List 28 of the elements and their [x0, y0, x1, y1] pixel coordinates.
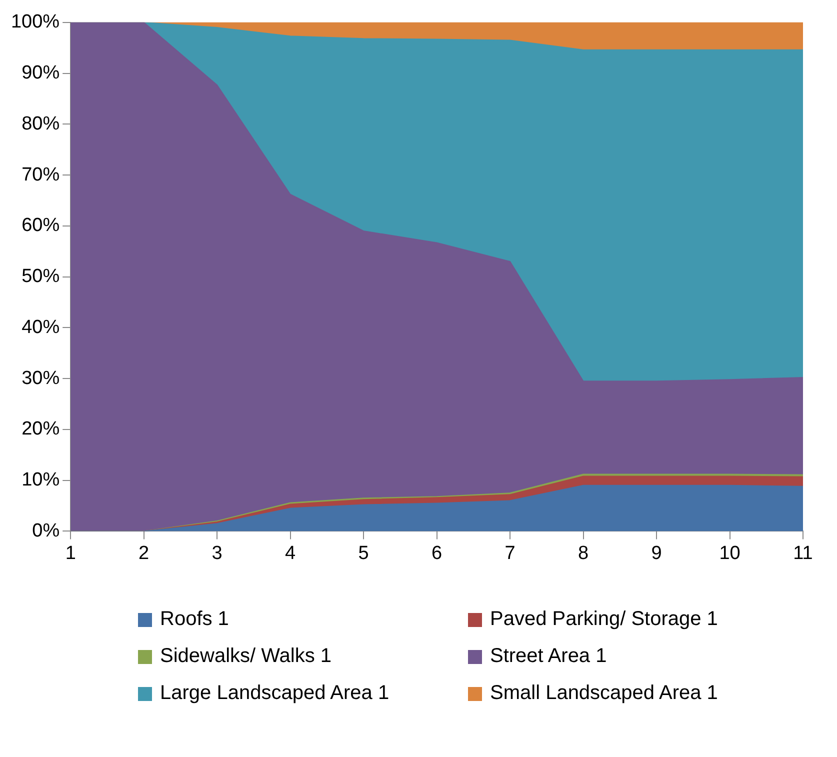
y-tick-label: 70%: [22, 164, 60, 186]
y-tick-label: 40%: [22, 316, 60, 338]
y-tick-label: 30%: [22, 368, 60, 389]
x-tick-label: 6: [432, 542, 442, 564]
legend-label: Street Area 1: [490, 645, 607, 668]
y-tick-label: 50%: [22, 266, 60, 288]
legend-label: Paved Parking/ Storage 1: [490, 608, 718, 631]
x-tick-label: 9: [651, 542, 662, 564]
x-tick-label: 3: [212, 542, 222, 564]
x-tick-label: 1: [65, 542, 76, 564]
y-tick-label: 100%: [10, 12, 60, 33]
x-tick-label: 7: [504, 542, 516, 564]
legend-label: Small Landscaped Area 1: [490, 682, 718, 705]
y-tick-label: 80%: [22, 113, 60, 134]
x-tick-label: 2: [138, 542, 150, 564]
x-tick-label: 5: [358, 542, 369, 564]
legend-label: Sidewalks/ Walks 1: [160, 645, 332, 668]
x-tick-label: 10: [719, 542, 740, 564]
x-tick-label: 11: [793, 542, 813, 564]
y-tick-label: 20%: [22, 418, 60, 440]
legend-label: Large Landscaped Area 1: [160, 682, 390, 705]
legend-label: Roofs 1: [160, 608, 229, 631]
x-tick-label: 4: [285, 542, 296, 564]
y-tick-label: 0%: [32, 520, 60, 542]
y-tick-label: 60%: [22, 215, 60, 236]
x-tick-label: 8: [578, 542, 589, 564]
y-tick-label: 10%: [22, 470, 60, 491]
y-tick-label: 90%: [22, 62, 60, 84]
